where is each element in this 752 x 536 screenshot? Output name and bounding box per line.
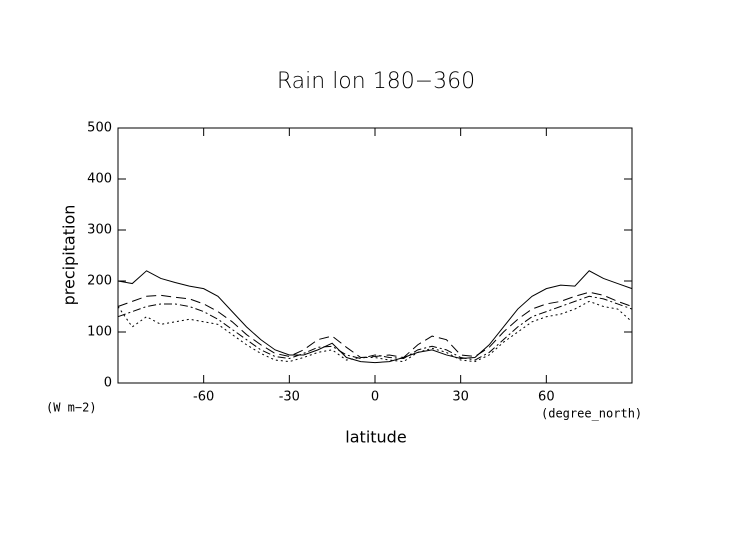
series-line: [117, 291, 633, 359]
x-tick-label: -30: [279, 390, 300, 405]
y-tick-label: 100: [87, 325, 112, 340]
x-unit: (degree_north): [541, 407, 642, 421]
y-tick-label: 200: [87, 274, 112, 289]
x-axis-label: latitude: [345, 428, 406, 447]
y-unit: (W m−2): [46, 401, 97, 415]
x-tick-label: 30: [452, 390, 469, 405]
y-tick-label: 0: [104, 376, 112, 391]
x-tick-label: 0: [371, 390, 379, 405]
y-tick-label: 500: [87, 121, 112, 136]
y-tick-label: 400: [87, 172, 112, 187]
x-tick-label: -60: [193, 390, 214, 405]
y-axis-label: precipitation: [60, 205, 79, 306]
series-line: [117, 300, 633, 363]
series-line: [117, 295, 633, 361]
x-tick-label: 60: [538, 390, 555, 405]
chart-title: Rain lon 180−360: [277, 69, 475, 94]
y-tick-label: 300: [87, 223, 112, 238]
series-line: [117, 270, 633, 364]
plot-frame: [117, 127, 633, 384]
